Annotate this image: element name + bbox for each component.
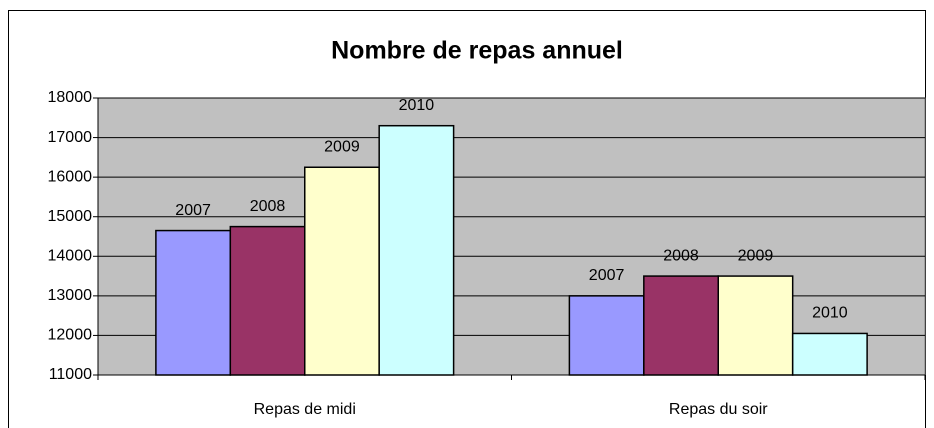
y-tick-label: 12000 [48,327,93,344]
data-label: 2009 [738,247,774,264]
bar [378,124,455,376]
y-tick-label: 11000 [49,366,92,383]
bar [717,275,794,376]
data-label: 2007 [589,267,625,284]
data-label: 2010 [399,97,435,114]
data-label: 2008 [250,198,286,215]
bar [643,275,720,376]
bar [304,166,380,376]
y-tick-label: 13000 [48,287,93,304]
chart-title: Nombre de repas annuel [331,37,623,65]
data-label: 2008 [663,247,699,264]
bar [155,229,232,376]
y-tick-label: 18000 [48,89,93,106]
y-tick-label: 14000 [48,248,93,265]
bar [791,332,868,376]
data-label: 2010 [812,305,848,322]
y-tick-label: 17000 [48,129,93,146]
bar [229,225,306,376]
data-label: 2007 [175,202,211,219]
y-tick-label: 16000 [48,168,93,185]
y-tick-label: 15000 [48,208,93,225]
bar [568,295,645,376]
data-label: 2009 [324,138,360,155]
x-tick-label: Repas du soir [669,401,768,418]
x-tick-label: Repas de midi [254,401,356,418]
